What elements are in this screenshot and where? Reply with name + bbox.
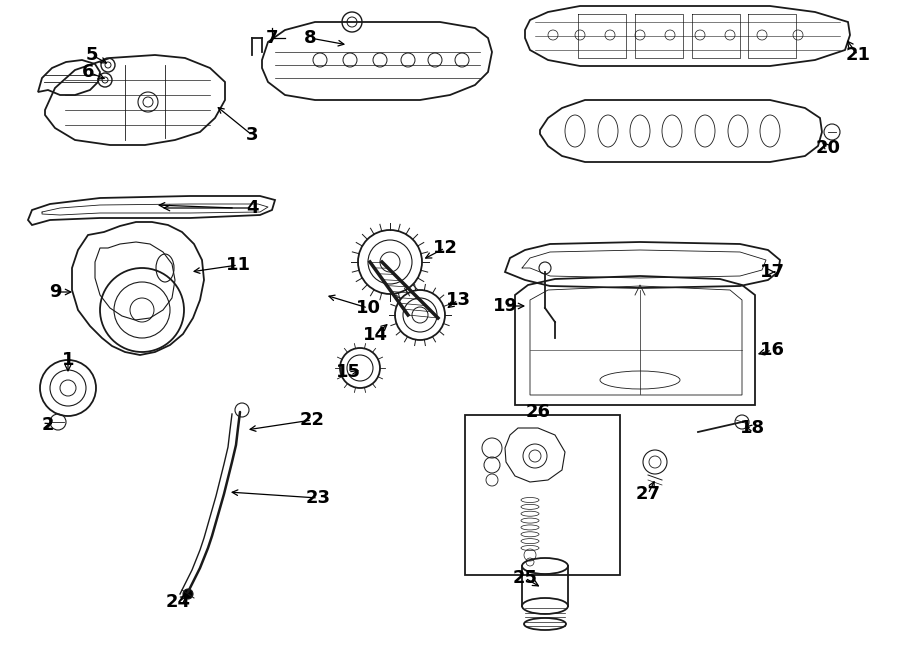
Text: 13: 13	[446, 291, 471, 309]
Text: 21: 21	[845, 46, 870, 64]
Text: 14: 14	[363, 326, 388, 344]
Text: 27: 27	[635, 485, 661, 503]
Text: 12: 12	[433, 239, 457, 257]
Text: 15: 15	[336, 363, 361, 381]
Text: 10: 10	[356, 299, 381, 317]
Text: 22: 22	[300, 411, 325, 429]
Text: 20: 20	[815, 139, 841, 157]
Text: 23: 23	[305, 489, 330, 507]
Text: 19: 19	[492, 297, 517, 315]
Text: 25: 25	[512, 569, 537, 587]
Text: 5: 5	[86, 46, 98, 64]
Circle shape	[183, 589, 193, 599]
Text: 3: 3	[246, 126, 258, 144]
Text: 2: 2	[41, 416, 54, 434]
Text: 1: 1	[62, 351, 74, 369]
Text: 4: 4	[246, 199, 258, 217]
Text: 24: 24	[166, 593, 191, 611]
Text: 17: 17	[760, 263, 785, 281]
Text: 8: 8	[303, 29, 316, 47]
Text: 11: 11	[226, 256, 250, 274]
Text: 6: 6	[82, 63, 94, 81]
Bar	[465, 415, 620, 575]
Text: 9: 9	[49, 283, 61, 301]
Text: 26: 26	[526, 403, 551, 421]
Text: 16: 16	[760, 341, 785, 359]
Text: 18: 18	[740, 419, 765, 437]
Text: 7: 7	[266, 29, 278, 47]
